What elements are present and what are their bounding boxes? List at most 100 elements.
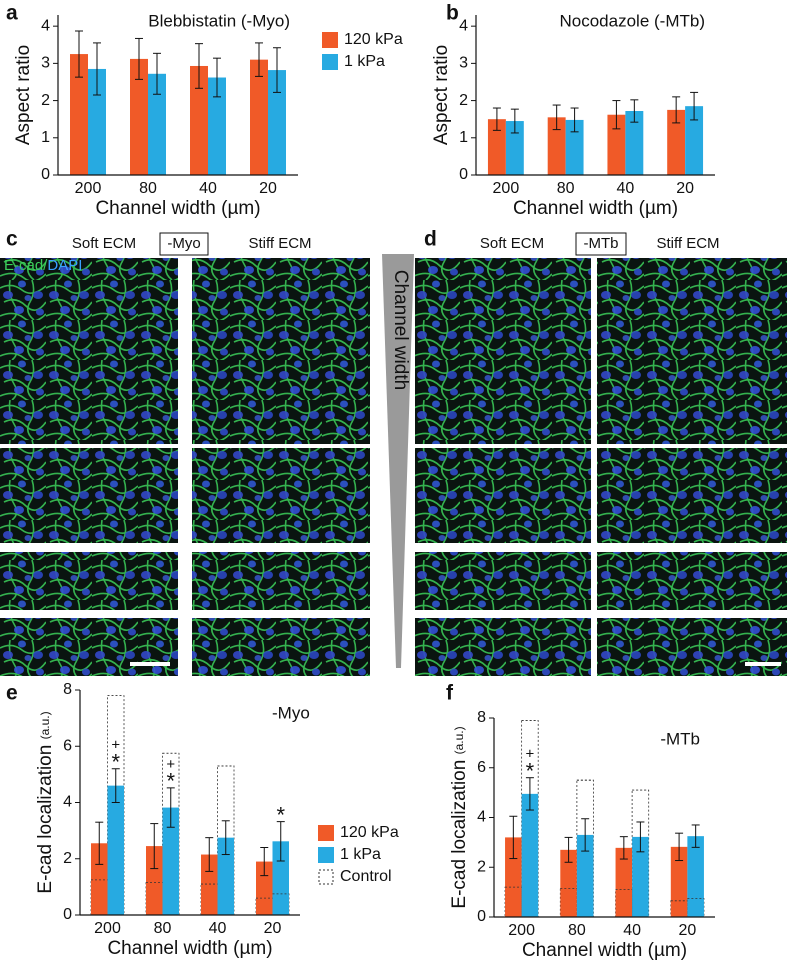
chart-title: Blebbistatin (-Myo) xyxy=(148,11,290,30)
micrograph xyxy=(597,552,787,610)
y-tick-label: 4 xyxy=(63,794,72,811)
legend-label: 120 kPa xyxy=(340,824,399,841)
x-tick-label: 40 xyxy=(623,922,641,939)
error-bar xyxy=(153,52,161,95)
bar xyxy=(565,119,584,175)
error-bar xyxy=(690,91,699,121)
bar xyxy=(687,836,704,917)
y-tick-label: 4 xyxy=(41,17,50,34)
y-tick-label: 0 xyxy=(63,906,72,923)
micrograph xyxy=(0,618,178,676)
bar xyxy=(88,68,106,175)
x-axis-label: Channel width (µm) xyxy=(513,198,678,219)
x-tick-label: 200 xyxy=(493,180,520,197)
column-header: Soft ECM xyxy=(480,235,544,252)
y-tick-label: 2 xyxy=(41,92,50,109)
annotation: * xyxy=(166,769,175,794)
bar xyxy=(256,861,273,915)
micrograph xyxy=(415,618,591,676)
panel-letter: a xyxy=(6,2,18,25)
annotation: + xyxy=(526,746,535,763)
bar xyxy=(632,836,649,917)
x-tick-label: 20 xyxy=(264,920,282,937)
condition-label: -Myo xyxy=(167,235,200,252)
micrograph xyxy=(597,618,787,676)
x-tick-label: 80 xyxy=(568,922,586,939)
error-bar xyxy=(260,847,269,877)
bar xyxy=(547,117,566,175)
error-bar xyxy=(255,42,263,77)
micrograph xyxy=(415,258,591,444)
error-bar xyxy=(135,37,143,80)
error-bar xyxy=(492,107,501,131)
error-bar xyxy=(95,821,104,865)
column-header: Stiff ECM xyxy=(248,235,311,252)
error-bar xyxy=(630,99,639,123)
error-bar xyxy=(564,836,573,863)
legend-label: 120 kPa xyxy=(344,31,403,48)
panel-letter: f xyxy=(446,682,454,705)
bar xyxy=(487,119,506,175)
bar xyxy=(162,807,179,915)
y-tick-label: 3 xyxy=(41,55,50,72)
bar xyxy=(505,837,522,917)
y-tick-label: 8 xyxy=(63,681,72,698)
x-axis-label: Channel width (µm) xyxy=(107,938,272,959)
condition-box xyxy=(159,232,209,256)
error-bar xyxy=(510,108,519,134)
panel-letter: e xyxy=(6,682,18,705)
micrograph xyxy=(0,552,178,610)
micrograph xyxy=(415,448,591,543)
y-tick-label: 6 xyxy=(63,737,72,754)
annotation: * xyxy=(111,750,120,775)
y-axis-label: Aspect ratio xyxy=(13,45,34,145)
bar xyxy=(107,785,124,915)
micrograph xyxy=(0,448,178,543)
y-tick-label: 2 xyxy=(459,92,468,109)
error-bar xyxy=(166,787,175,828)
micrographs xyxy=(0,254,787,676)
annotation: + xyxy=(111,737,120,754)
bar xyxy=(521,793,539,917)
error-bar xyxy=(525,777,534,811)
y-tick-label: 4 xyxy=(459,17,468,34)
error-bar xyxy=(205,837,214,872)
legend-swatch xyxy=(322,54,338,70)
bar xyxy=(250,59,268,175)
legend-swatch xyxy=(318,847,334,863)
y-axis-label-unit: (a.u.) xyxy=(452,726,466,754)
error-bar xyxy=(636,821,645,853)
legend-label: 1 kPa xyxy=(344,53,385,70)
y-axis-label-text: Aspect ratio xyxy=(13,45,34,145)
x-tick-label: 20 xyxy=(676,180,694,197)
y-tick-label: 1 xyxy=(459,129,468,146)
bar xyxy=(607,114,626,175)
y-axis-label: E-cad localization (a.u.) xyxy=(35,711,56,893)
micrograph xyxy=(415,552,591,610)
legend-label: Control xyxy=(340,868,392,885)
y-tick-label: 2 xyxy=(477,858,486,875)
panel-letter: d xyxy=(424,228,437,251)
micrograph xyxy=(0,258,178,444)
x-axis-label: Channel width (µm) xyxy=(522,940,687,961)
chart-label: -Myo xyxy=(272,703,310,722)
bar xyxy=(615,847,633,917)
y-axis-label-unit: (a.u.) xyxy=(38,711,52,739)
error-bar xyxy=(509,815,518,860)
bar xyxy=(190,65,208,175)
chart-title: Nocodazole (-MTb) xyxy=(560,11,706,30)
annotation: * xyxy=(526,759,535,784)
micrograph xyxy=(192,258,370,444)
error-bar xyxy=(581,818,590,852)
bar xyxy=(272,841,289,915)
y-axis-label-text: E-cad localization xyxy=(35,745,56,894)
bar xyxy=(130,58,148,175)
panel-letter: b xyxy=(446,2,459,25)
bar xyxy=(91,843,108,915)
y-tick-label: 2 xyxy=(63,850,72,867)
stain-label: E-cad/DAPI xyxy=(4,257,82,274)
error-bar xyxy=(195,43,203,89)
y-tick-label: 1 xyxy=(41,129,50,146)
bar xyxy=(217,837,234,915)
annotation: * xyxy=(276,802,285,827)
